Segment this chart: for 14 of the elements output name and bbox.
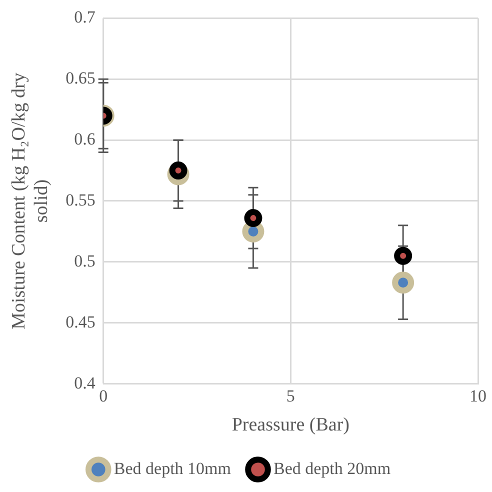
y-tick-label: 0.7 [74,8,96,27]
y-tick-label: 0.4 [74,373,96,392]
x-tick-label: 10 [470,386,486,406]
legend-label: Bed depth 20mm [274,458,391,478]
x-tick-label: 0 [99,386,108,406]
y-tick-label: 0.55 [66,190,96,210]
y-tick-label: 0.45 [66,312,96,332]
y-tick-label: 0.5 [74,251,96,270]
y-tick-label: 0.6 [74,130,96,149]
y-tick-label: 0.65 [66,68,96,88]
y-axis-title: Moisture Content (kg H₂O/kg dry solid) [8,72,52,330]
x-axis-title: Preassure (Bar) [232,414,350,436]
legend-label: Bed depth 10mm [114,458,232,478]
x-tick-label: 5 [286,386,295,406]
